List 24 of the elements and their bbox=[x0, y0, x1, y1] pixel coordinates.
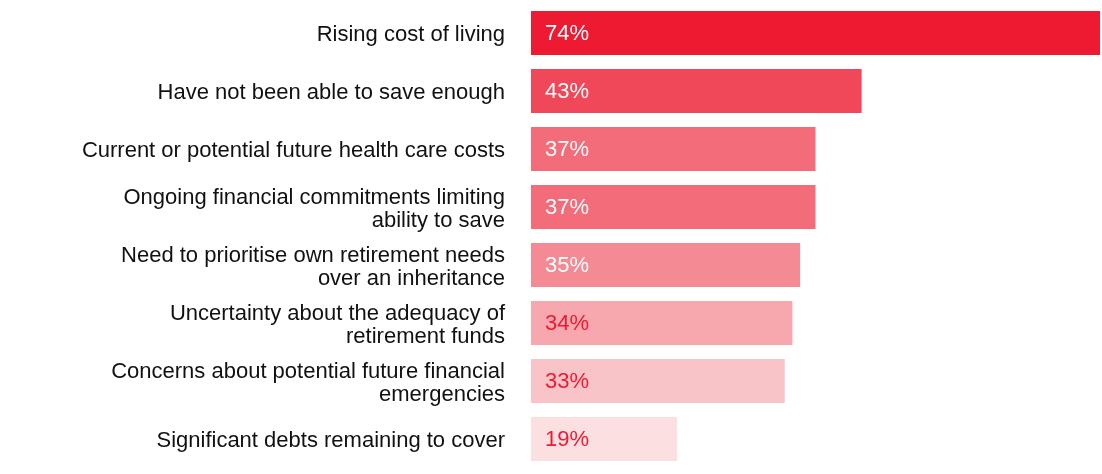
y-tick-label: Ongoing financial commitments limiting ability to save bbox=[123, 183, 505, 231]
bar bbox=[531, 300, 793, 345]
bar bbox=[531, 184, 816, 229]
data-label: 33% bbox=[545, 368, 590, 394]
y-tick-label: Significant debts remaining to cover bbox=[156, 426, 505, 452]
bar bbox=[531, 126, 816, 171]
y-tick-label: Need to prioritise own retirement needs over an inheritance bbox=[121, 241, 505, 289]
y-tick-label: Current or potential future health care costs bbox=[81, 136, 505, 162]
data-label: 37% bbox=[545, 136, 590, 162]
bar bbox=[531, 358, 785, 403]
bar bbox=[531, 68, 862, 113]
bar bbox=[531, 10, 1100, 55]
data-label: 37% bbox=[545, 194, 590, 220]
y-tick-label: Have not been able to save enough bbox=[157, 78, 505, 104]
y-tick-label: Rising cost of living bbox=[316, 20, 505, 46]
y-tick-label: Concerns about potential future financial emergencies bbox=[111, 357, 505, 405]
data-label: 34% bbox=[545, 310, 590, 336]
bar bbox=[531, 416, 678, 461]
bar bbox=[531, 242, 801, 287]
data-label: 19% bbox=[545, 426, 590, 452]
data-label: 43% bbox=[545, 78, 590, 104]
data-label: 35% bbox=[545, 252, 590, 278]
data-label: 74% bbox=[545, 20, 590, 46]
y-tick-label: Uncertainty about the adequacy of retirement funds bbox=[169, 299, 506, 347]
